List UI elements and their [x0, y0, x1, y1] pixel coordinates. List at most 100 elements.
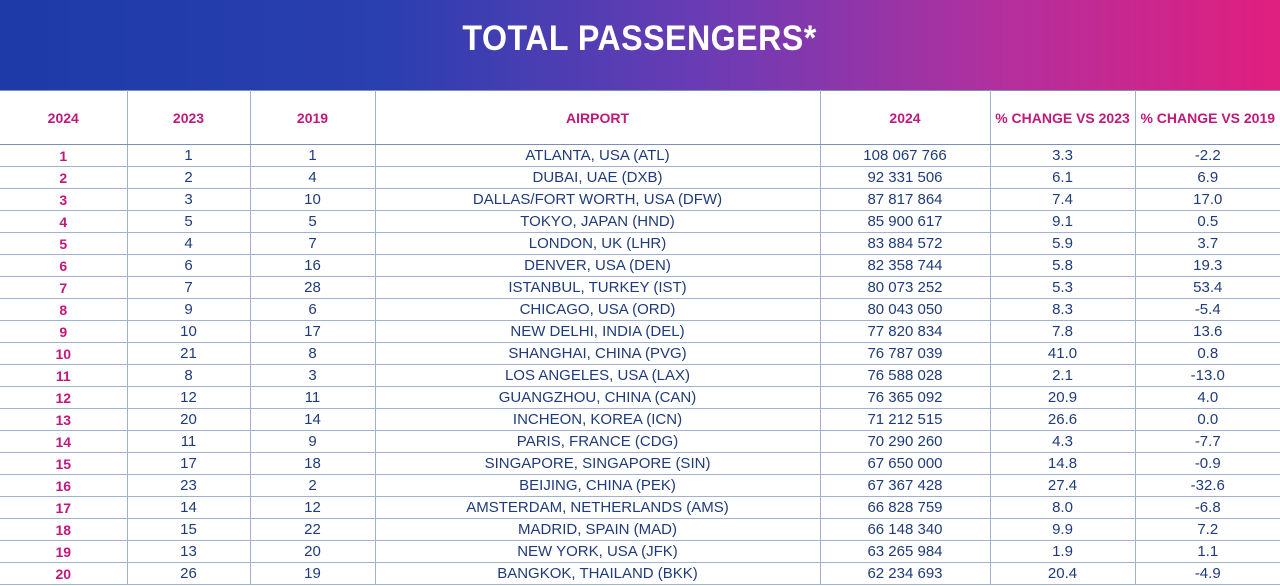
- rank-2023-cell: 23: [126, 474, 251, 497]
- rank-2024-cell: 2: [0, 166, 128, 189]
- change-vs-2023-cell: 5.3: [989, 276, 1136, 299]
- rank-2023-cell: 1: [126, 144, 251, 167]
- change-vs-2019-cell: -6.8: [1134, 496, 1280, 519]
- rank-2024-cell: 7: [0, 276, 128, 299]
- header-rank-2023: 2023: [126, 90, 251, 145]
- airport-cell: BANGKOK, THAILAND (BKK): [374, 562, 821, 585]
- table-row: 9 10 17 NEW DELHI, INDIA (DEL) 77 820 834 7.8…: [0, 320, 1280, 343]
- rank-2023-cell: 9: [126, 298, 251, 321]
- rank-2019-cell: 11: [249, 386, 376, 409]
- rank-2024-cell: 1: [0, 144, 128, 167]
- table-header-row: 2024 2023 2019 AIRPORT 2024 % CHANGE VS …: [0, 90, 1280, 145]
- rank-2019-cell: 9: [249, 430, 376, 453]
- header-change-vs-2019: % CHANGE VS 2019: [1134, 90, 1280, 145]
- change-vs-2023-cell: 1.9: [989, 540, 1136, 563]
- rank-2019-cell: 16: [249, 254, 376, 277]
- rank-2024-cell: 9: [0, 320, 128, 343]
- rank-2024-cell: 5: [0, 232, 128, 255]
- passengers-2024-cell: 76 365 092: [819, 386, 991, 409]
- change-vs-2019-cell: 6.9: [1134, 166, 1280, 189]
- airport-cell: DUBAI, UAE (DXB): [374, 166, 821, 189]
- change-vs-2019-cell: -7.7: [1134, 430, 1280, 453]
- table-row: 7 7 28 ISTANBUL, TURKEY (IST) 80 073 252 5.3 5…: [0, 276, 1280, 299]
- table-row: 11 8 3 LOS ANGELES, USA (LAX) 76 588 028 2.1-…: [0, 364, 1280, 387]
- airport-cell: LOS ANGELES, USA (LAX): [374, 364, 821, 387]
- airport-cell: ATLANTA, USA (ATL): [374, 144, 821, 167]
- change-vs-2023-cell: 9.9: [989, 518, 1136, 541]
- rank-2023-cell: 4: [126, 232, 251, 255]
- rank-2019-cell: 12: [249, 496, 376, 519]
- passenger-ranking-table: 2024 2023 2019 AIRPORT 2024 % CHANGE VS …: [0, 90, 1280, 585]
- rank-2024-cell: 6: [0, 254, 128, 277]
- header-rank-2024: 2024: [0, 90, 128, 145]
- airport-cell: SINGAPORE, SINGAPORE (SIN): [374, 452, 821, 475]
- airport-cell: NEW DELHI, INDIA (DEL): [374, 320, 821, 343]
- change-vs-2023-cell: 7.8: [989, 320, 1136, 343]
- rank-2024-cell: 3: [0, 188, 128, 211]
- airport-cell: DALLAS/FORT WORTH, USA (DFW): [374, 188, 821, 211]
- header-airport: AIRPORT: [374, 90, 821, 145]
- rank-2023-cell: 10: [126, 320, 251, 343]
- change-vs-2023-cell: 8.3: [989, 298, 1136, 321]
- passengers-2024-cell: 67 650 000: [819, 452, 991, 475]
- change-vs-2023-cell: 20.9: [989, 386, 1136, 409]
- rank-2023-cell: 6: [126, 254, 251, 277]
- change-vs-2019-cell: 4.0: [1134, 386, 1280, 409]
- table-row: 20 26 19 BANGKOK, THAILAND (BKK) 62 234 693 2…: [0, 562, 1280, 585]
- rank-2019-cell: 2: [249, 474, 376, 497]
- rank-2024-cell: 8: [0, 298, 128, 321]
- airport-cell: DENVER, USA (DEN): [374, 254, 821, 277]
- rank-2023-cell: 14: [126, 496, 251, 519]
- airport-cell: ISTANBUL, TURKEY (IST): [374, 276, 821, 299]
- rank-2024-cell: 18: [0, 518, 128, 541]
- change-vs-2019-cell: -13.0: [1134, 364, 1280, 387]
- rank-2024-cell: 4: [0, 210, 128, 233]
- passengers-2024-cell: 66 828 759: [819, 496, 991, 519]
- table-row: 13 20 14 INCHEON, KOREA (ICN) 71 212 515 26.6…: [0, 408, 1280, 431]
- rank-2024-cell: 20: [0, 562, 128, 585]
- change-vs-2019-cell: 17.0: [1134, 188, 1280, 211]
- rank-2019-cell: 10: [249, 188, 376, 211]
- table-row: 2 2 4 DUBAI, UAE (DXB) 92 331 506 6.1 6.9: [0, 166, 1280, 189]
- change-vs-2023-cell: 5.8: [989, 254, 1136, 277]
- change-vs-2023-cell: 26.6: [989, 408, 1136, 431]
- page-title: TOTAL PASSENGERS*: [462, 19, 818, 58]
- change-vs-2023-cell: 7.4: [989, 188, 1136, 211]
- ranking-table-container: 2024 2023 2019 AIRPORT 2024 % CHANGE VS …: [0, 90, 1280, 586]
- table-row: 17 14 12 AMSTERDAM, NETHERLANDS (AMS) 66 828…: [0, 496, 1280, 519]
- table-row: 19 13 20 NEW YORK, USA (JFK) 63 265 984 1.9 1.…: [0, 540, 1280, 563]
- passengers-2024-cell: 63 265 984: [819, 540, 991, 563]
- rank-2023-cell: 12: [126, 386, 251, 409]
- rank-2019-cell: 3: [249, 364, 376, 387]
- change-vs-2019-cell: 19.3: [1134, 254, 1280, 277]
- rank-2024-cell: 19: [0, 540, 128, 563]
- change-vs-2019-cell: 0.0: [1134, 408, 1280, 431]
- airport-cell: MADRID, SPAIN (MAD): [374, 518, 821, 541]
- change-vs-2023-cell: 3.3: [989, 144, 1136, 167]
- rank-2024-cell: 10: [0, 342, 128, 365]
- airport-cell: GUANGZHOU, CHINA (CAN): [374, 386, 821, 409]
- table-row: 12 12 11 GUANGZHOU, CHINA (CAN) 76 365 092 20…: [0, 386, 1280, 409]
- airport-cell: PARIS, FRANCE (CDG): [374, 430, 821, 453]
- change-vs-2023-cell: 9.1: [989, 210, 1136, 233]
- change-vs-2023-cell: 8.0: [989, 496, 1136, 519]
- rank-2024-cell: 11: [0, 364, 128, 387]
- passengers-2024-cell: 87 817 864: [819, 188, 991, 211]
- passengers-2024-cell: 83 884 572: [819, 232, 991, 255]
- table-row: 8 9 6 CHICAGO, USA (ORD) 80 043 050 8.3 -5.4: [0, 298, 1280, 321]
- table-row: 16 23 2 BEIJING, CHINA (PEK) 67 367 428 27.4-…: [0, 474, 1280, 497]
- rank-2019-cell: 4: [249, 166, 376, 189]
- change-vs-2023-cell: 41.0: [989, 342, 1136, 365]
- rank-2023-cell: 17: [126, 452, 251, 475]
- airport-cell: CHICAGO, USA (ORD): [374, 298, 821, 321]
- rank-2023-cell: 13: [126, 540, 251, 563]
- change-vs-2019-cell: -5.4: [1134, 298, 1280, 321]
- change-vs-2023-cell: 14.8: [989, 452, 1136, 475]
- rank-2024-cell: 14: [0, 430, 128, 453]
- rank-2023-cell: 2: [126, 166, 251, 189]
- table-body: 1 1 1 ATLANTA, USA (ATL) 108 067 766 3.3 -2.2 2…: [0, 144, 1280, 585]
- rank-2019-cell: 22: [249, 518, 376, 541]
- rank-2024-cell: 16: [0, 474, 128, 497]
- change-vs-2019-cell: 3.7: [1134, 232, 1280, 255]
- airport-cell: TOKYO, JAPAN (HND): [374, 210, 821, 233]
